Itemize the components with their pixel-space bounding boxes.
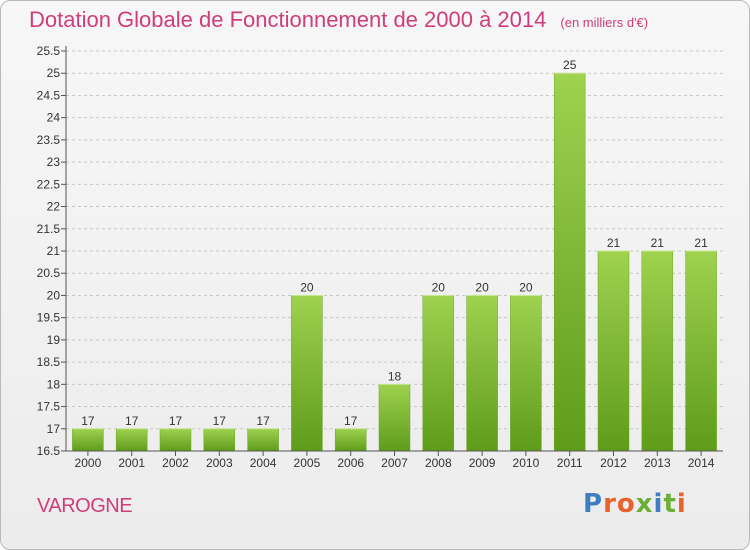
bar: [466, 295, 498, 452]
bar: [422, 295, 455, 452]
bar: [378, 384, 411, 452]
logo-letter: i: [676, 489, 687, 519]
bar: [510, 295, 542, 452]
bar: [159, 428, 192, 452]
bar: [641, 250, 674, 452]
x-tick-label: 2009: [469, 456, 496, 470]
logo-letter: P: [583, 489, 604, 519]
x-tick-label: 2012: [600, 456, 627, 470]
bars: [72, 72, 717, 452]
y-tick-label: 19: [47, 333, 61, 347]
proxiti-logo: Proxiti: [583, 489, 687, 519]
x-tick-label: 2008: [425, 456, 452, 470]
y-tick-label: 21: [47, 244, 61, 258]
y-tick-label: 25: [47, 66, 61, 80]
data-label: 21: [651, 236, 665, 250]
logo-letter: x: [635, 489, 654, 519]
bar: [72, 428, 104, 452]
data-label: 20: [519, 280, 533, 294]
data-label: 20: [300, 280, 314, 294]
axes: [61, 46, 723, 456]
data-label: 21: [607, 236, 621, 250]
logo-letter: r: [603, 489, 617, 519]
data-label: 25: [563, 58, 577, 72]
data-label: 20: [475, 280, 489, 294]
x-tick-label: 2014: [688, 456, 715, 470]
y-tick-label: 22.5: [37, 177, 61, 191]
data-label: 17: [213, 414, 227, 428]
chart-subtitle: (en milliers d'€): [560, 15, 649, 30]
y-tick-label: 21.5: [37, 222, 61, 236]
logo-letter: o: [616, 489, 636, 519]
x-tick-label: 2002: [162, 456, 189, 470]
commune-name: VAROGNE: [37, 495, 133, 517]
data-label: 17: [169, 414, 183, 428]
y-tick-label: 19.5: [37, 311, 61, 325]
bar: [334, 428, 367, 452]
bar: [203, 428, 236, 452]
y-tick-label: 24: [47, 111, 61, 125]
x-tick-label: 2004: [250, 456, 277, 470]
bar: [291, 295, 323, 452]
y-tick-label: 24.5: [37, 88, 61, 102]
data-label: 17: [344, 414, 358, 428]
y-tick-label: 22: [47, 200, 61, 214]
x-tick-label: 2007: [381, 456, 408, 470]
data-label: 17: [81, 414, 95, 428]
logo-letter: t: [663, 489, 677, 519]
bar: [685, 250, 717, 452]
y-tick-label: 20: [47, 288, 61, 302]
data-label: 17: [256, 414, 270, 428]
x-tick-label: 2005: [294, 456, 321, 470]
x-tick-label: 2011: [557, 456, 583, 470]
labels: 16.5 17 17.5 18 18.5 19 19.5 20 20.5 21 21.5 22 22.5…: [37, 44, 715, 470]
bar: [597, 250, 630, 452]
x-tick-label: 2013: [644, 456, 671, 470]
y-tick-label: 17.5: [37, 400, 61, 414]
x-tick-label: 2006: [337, 456, 364, 470]
logo-letter: i: [653, 489, 664, 519]
y-tick-label: 23: [47, 155, 61, 169]
y-tick-label: 23.5: [37, 133, 61, 147]
x-tick-label: 2001: [118, 456, 145, 470]
data-label: 18: [388, 369, 402, 383]
y-tick-label: 17: [47, 422, 61, 436]
y-tick-label: 18: [47, 377, 61, 391]
data-label: 17: [125, 414, 139, 428]
y-tick-label: 18.5: [37, 355, 61, 369]
x-tick-label: 2010: [513, 456, 540, 470]
title-block: Dotation Globale de Fonctionnement de 20…: [29, 7, 648, 33]
y-tick-label: 25.5: [37, 44, 61, 58]
bar: [553, 72, 586, 452]
data-label: 20: [432, 280, 446, 294]
bar: [247, 428, 279, 452]
x-tick-label: 2003: [206, 456, 233, 470]
y-tick-label: 20.5: [37, 266, 61, 280]
chart-title: Dotation Globale de Fonctionnement de 20…: [29, 7, 547, 32]
data-label: 21: [694, 236, 708, 250]
bar: [115, 428, 148, 452]
y-tick-label: 16.5: [37, 444, 61, 458]
x-tick-label: 2000: [75, 456, 102, 470]
